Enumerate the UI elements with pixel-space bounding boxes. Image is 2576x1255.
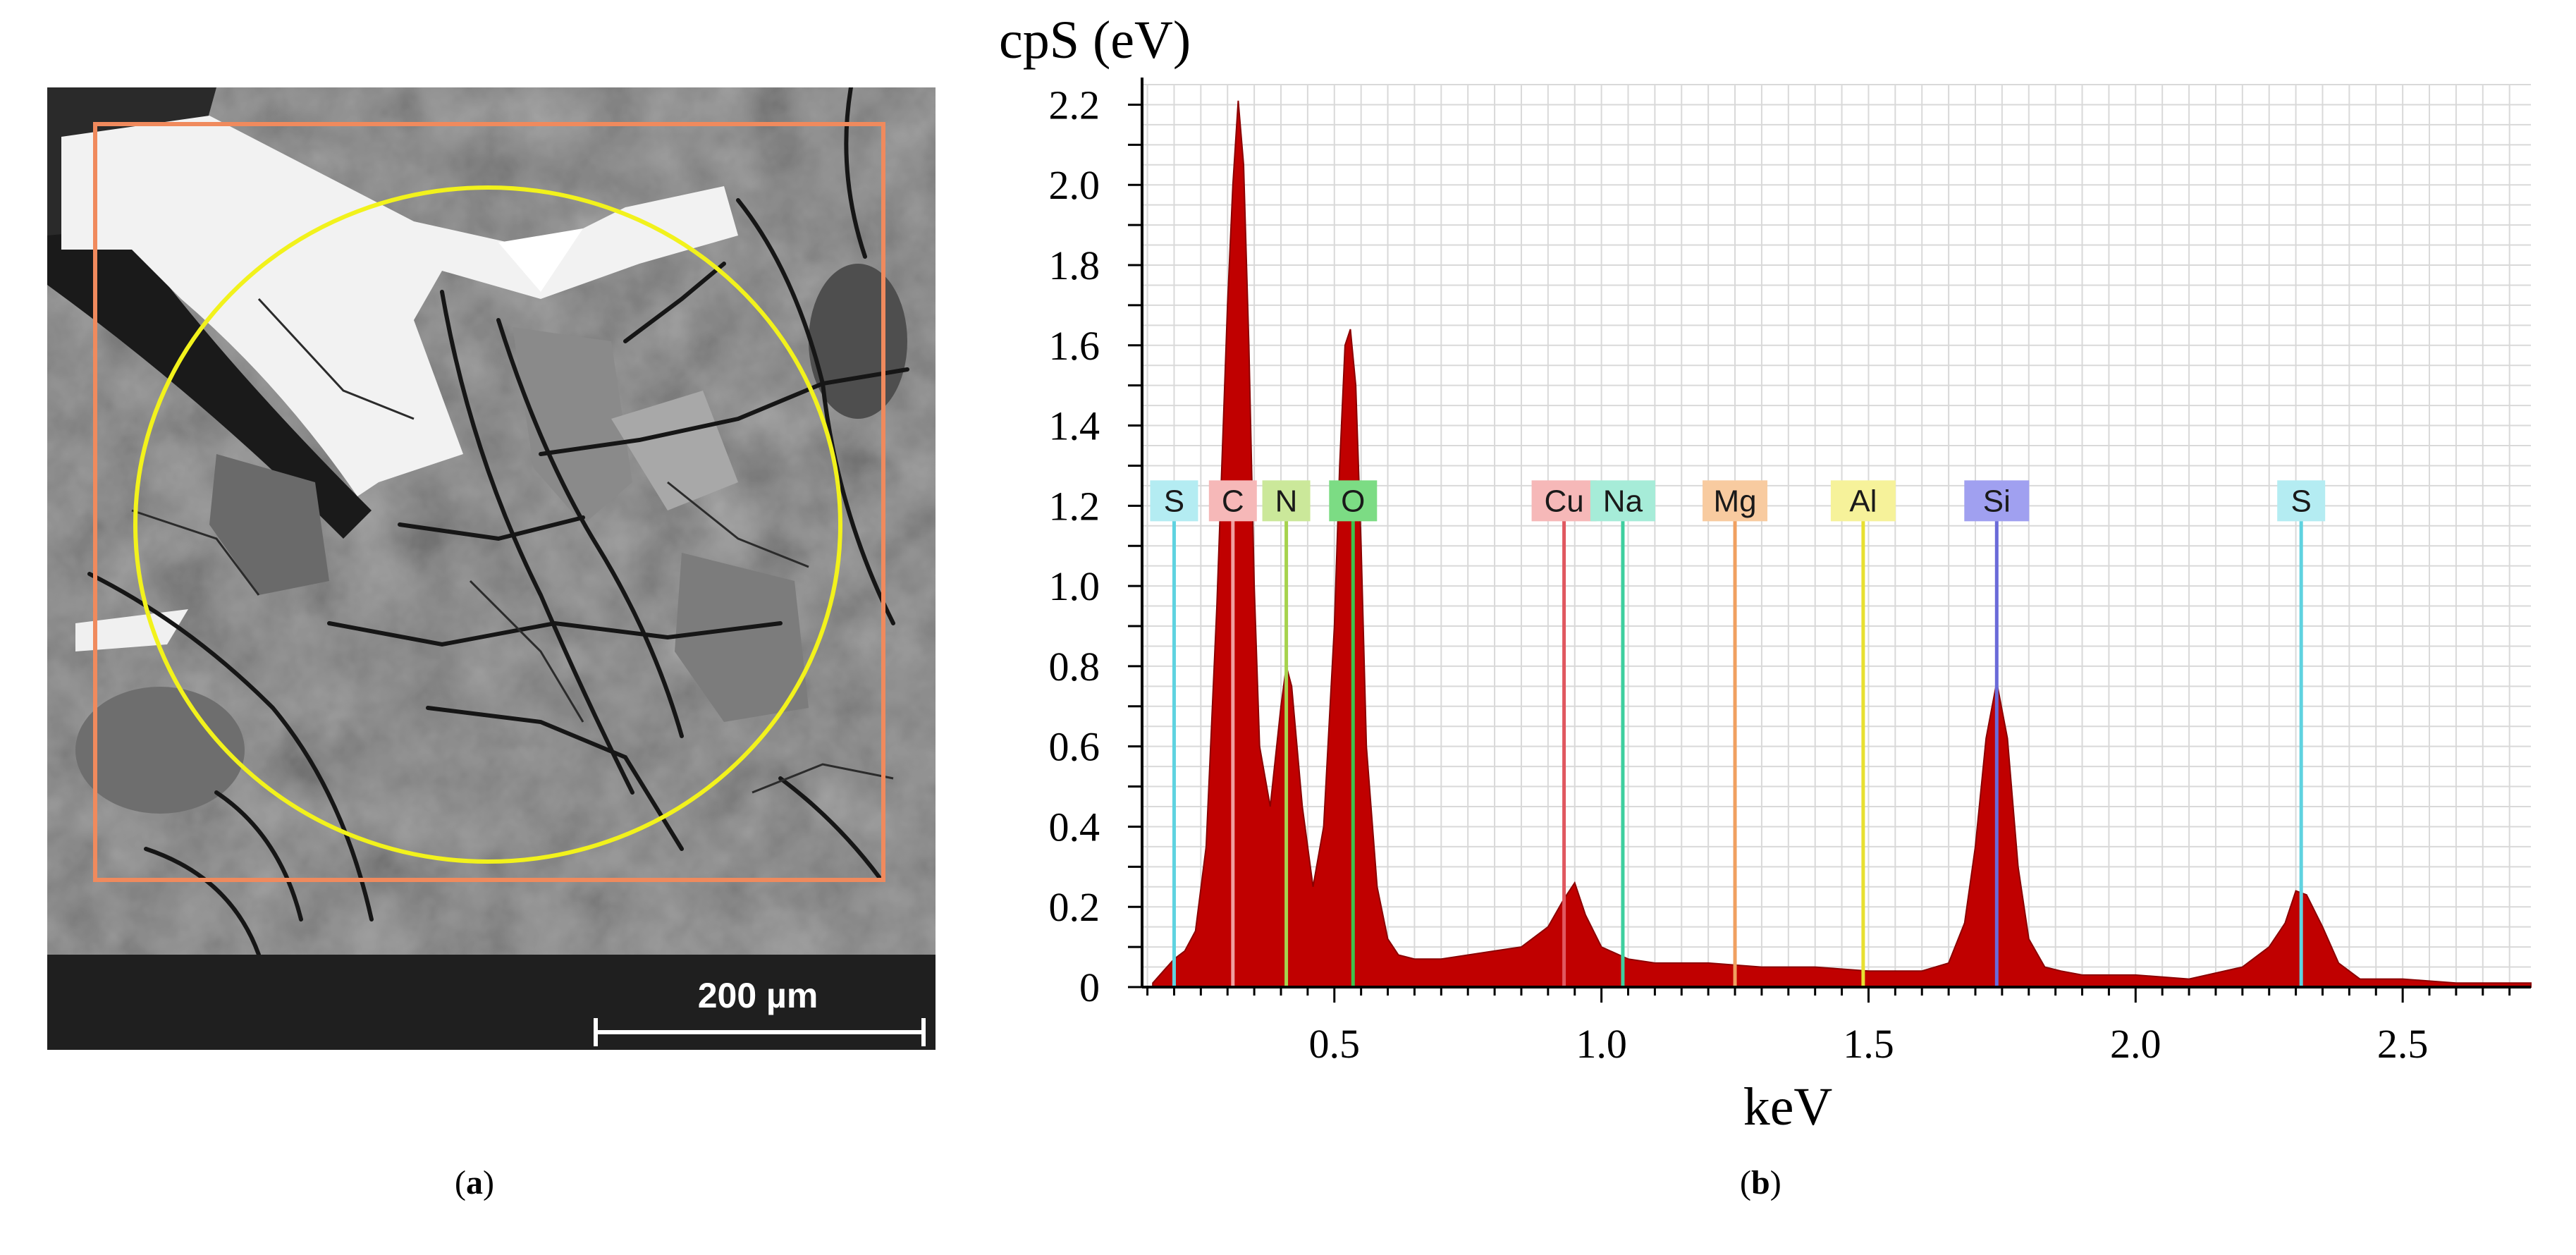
- sem-micrograph: 200 µm: [47, 87, 936, 1050]
- y-tick-label: 0: [1079, 965, 1100, 1010]
- y-tick-label: 2.0: [1049, 162, 1100, 208]
- y-tick-label: 0.2: [1049, 884, 1100, 930]
- x-tick-label: 0.5: [1309, 1021, 1361, 1067]
- y-tick-label: 2.2: [1049, 82, 1100, 128]
- element-marker-label: Cu: [1544, 484, 1583, 518]
- element-marker-label: Na: [1603, 484, 1643, 518]
- eds-spectrum-chart: cpS (eV) S C N O Cu Na Mg Al Si S 0 0.2 0.4 0.6 0.8 1.…: [966, 0, 2576, 1184]
- element-marker-badge: [1531, 480, 1597, 522]
- x-tick-labels: 0.5 1.0 1.5 2.0 2.5: [1309, 1021, 2429, 1067]
- sem-image: [47, 87, 936, 955]
- element-marker-badge: [1964, 480, 2030, 522]
- element-marker: Mg: [1703, 480, 1768, 987]
- element-marker-label: Al: [1849, 484, 1877, 518]
- y-tick-label: 0.6: [1049, 724, 1100, 770]
- element-marker-badge: [1208, 480, 1257, 522]
- y-tick-label: 1.8: [1049, 243, 1100, 288]
- y-tick-label: 1.0: [1049, 563, 1100, 609]
- y-tick-label: 1.2: [1049, 483, 1100, 529]
- y-tick-labels: 0 0.2 0.4 0.6 0.8 1.0 1.2 1.4 1.6 1.8 2.0 2.2: [1049, 82, 1100, 1010]
- x-tick-label: 2.5: [2377, 1021, 2429, 1067]
- element-marker-label: S: [2291, 484, 2312, 518]
- element-marker: C: [1208, 480, 1257, 987]
- roi-circle: [133, 185, 842, 864]
- element-marker-badge: [1590, 480, 1655, 522]
- element-marker-label: O: [1341, 484, 1365, 518]
- element-marker-badge: [1262, 480, 1311, 522]
- element-marker: Al: [1830, 480, 1896, 987]
- roi-rectangle: [93, 122, 885, 882]
- y-tick-label: 0.8: [1049, 644, 1100, 690]
- caption-a: (a): [455, 1164, 494, 1201]
- x-tick-label: 1.0: [1576, 1021, 1627, 1067]
- element-marker-label: Si: [1983, 484, 2011, 518]
- element-marker-badge: [1150, 480, 1198, 522]
- element-marker-badge: [1329, 480, 1378, 522]
- element-marker: O: [1329, 480, 1378, 987]
- caption-a-letter: a: [465, 1164, 483, 1201]
- element-marker-label: C: [1222, 484, 1244, 518]
- element-marker: S: [2277, 480, 2326, 987]
- y-tick-label: 0.4: [1049, 804, 1100, 850]
- caption-b-letter: b: [1750, 1164, 1770, 1201]
- element-marker-badge: [2277, 480, 2326, 522]
- spectrum-area: [1152, 100, 2532, 988]
- x-tick-label: 1.5: [1843, 1021, 1894, 1067]
- spectrum-series-area: [1152, 100, 2532, 988]
- element-marker: N: [1262, 480, 1311, 987]
- caption-b: (b): [1740, 1164, 1781, 1201]
- element-marker: S: [1150, 480, 1198, 987]
- scale-bar-label: 200 µm: [698, 976, 818, 1015]
- chart-axes: [1128, 78, 2531, 1003]
- scale-bar: [594, 1018, 926, 1046]
- y-axis-label: cpS (eV): [999, 11, 1191, 70]
- element-marker-badge: [1830, 480, 1896, 522]
- y-tick-label: 1.4: [1049, 403, 1100, 449]
- element-marker-label: Mg: [1713, 484, 1756, 518]
- element-marker-badge: [1703, 480, 1768, 522]
- x-tick-label: 2.0: [2110, 1021, 2161, 1067]
- element-markers: S C N O Cu Na Mg Al Si S: [1150, 480, 2326, 987]
- x-axis-label: keV: [1743, 1077, 1833, 1137]
- element-marker: Na: [1590, 480, 1655, 987]
- element-marker: Si: [1964, 480, 2030, 987]
- element-marker: Cu: [1531, 480, 1597, 987]
- element-marker-label: N: [1275, 484, 1298, 518]
- y-tick-label: 1.6: [1049, 323, 1100, 369]
- element-marker-label: S: [1164, 484, 1184, 518]
